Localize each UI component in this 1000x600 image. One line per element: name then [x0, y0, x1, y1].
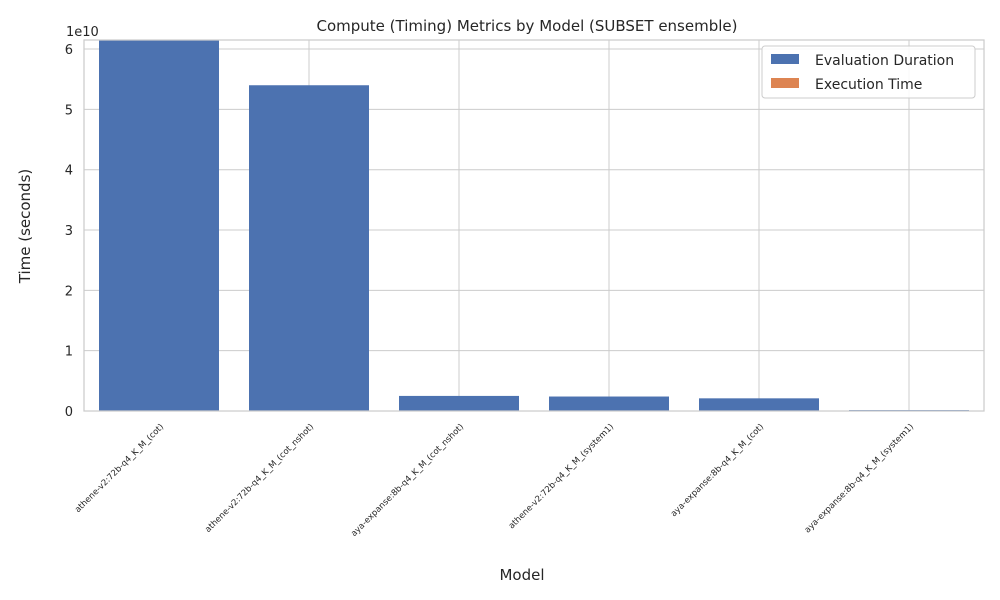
bar-evaluation-duration	[399, 395, 519, 411]
x-axis-label: Model	[499, 566, 544, 584]
bar-evaluation-duration	[99, 40, 219, 411]
y-tick-label: 4	[65, 164, 73, 179]
y-multiplier-label: 1e10	[66, 25, 99, 40]
bar-evaluation-duration	[549, 396, 669, 411]
legend-label-execution-time: Execution Time	[815, 77, 922, 93]
bar-evaluation-duration	[699, 398, 819, 411]
bar-evaluation-duration	[249, 85, 369, 412]
chart-title: Compute (Timing) Metrics by Model (SUBSE…	[317, 17, 738, 35]
legend-swatch-execution-time	[771, 78, 799, 88]
y-tick-label: 1	[65, 345, 73, 360]
legend-label-evaluation-duration: Evaluation Duration	[815, 53, 954, 69]
y-axis-label: Time (seconds)	[16, 169, 34, 285]
y-tick-label: 5	[65, 103, 73, 118]
y-tick-label: 6	[65, 43, 73, 58]
y-tick-label: 2	[65, 284, 73, 299]
legend: Evaluation Duration Execution Time	[761, 45, 976, 99]
axes-frame	[83, 39, 985, 412]
bar-layer	[99, 40, 969, 412]
y-tick-label: 0	[65, 405, 73, 420]
y-tick-labels: 0 1 2 3 4 5 6	[65, 43, 73, 420]
legend-frame	[761, 45, 976, 99]
y-tick-label: 3	[65, 224, 73, 239]
legend-swatch-evaluation-duration	[771, 54, 799, 64]
